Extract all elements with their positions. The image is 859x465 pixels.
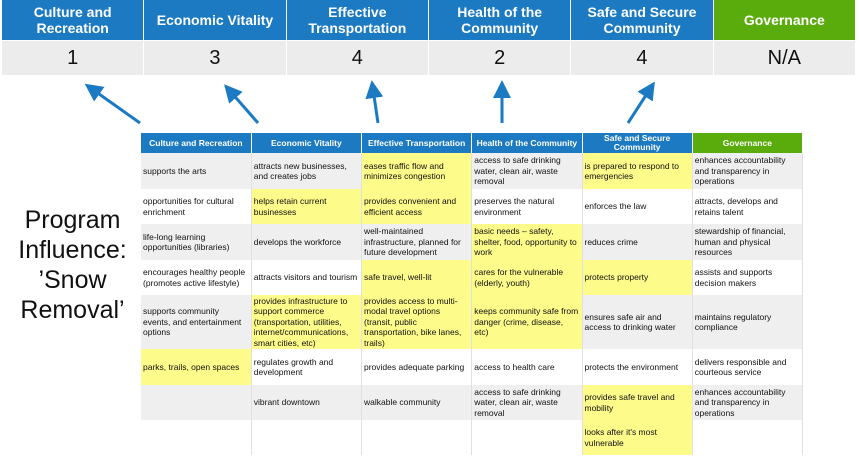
table-cell: parks, trails, open spaces [141,349,252,385]
arrows [84,80,655,125]
table-cell: supports community events, and entertain… [141,295,252,349]
table-cell: reduces crime [582,224,693,260]
table-header: Culture and Recreation [141,133,252,153]
arrow-safe-icon [626,81,655,124]
table-cell: supports the arts [141,153,252,189]
table-cell: develops the workforce [251,224,363,260]
arrow-culture-icon [84,83,141,125]
label-line: ’Snow [38,266,107,294]
summary-value: 4 [571,40,714,75]
summary-scores: Culture and Recreation Economic Vitality E… [2,0,856,75]
table-row: looks after it's most vulnerable [141,420,804,455]
table-cell: ensures safe air and access to drinking … [582,295,693,349]
table-cell: preserves the natural environment [471,189,583,224]
table-cell: attracts new businesses, and creates job… [251,153,363,189]
summary-header: Culture and Recreation [2,0,145,40]
table-cell: provides access to multi-modal travel op… [361,295,473,349]
table-row: opportunities for cultural enrichment hel… [141,189,804,224]
table-header: Governance [692,133,804,153]
table-row: vibrant downtown walkable community access… [141,385,804,420]
summary-value: 3 [144,40,287,75]
table-cell: basic needs – safety, shelter, food, opp… [471,224,583,260]
table-header: Safe and Secure Community [582,133,693,153]
table-cell: safe travel, well-lit [361,260,473,295]
table-cell: walkable community [361,385,473,420]
table-cell: is prepared to respond to emergencies [582,153,693,189]
summary-header: Health of the Community [428,0,572,40]
arrow-transport-icon [365,80,384,124]
table-cell: provides convenient and efficient access [361,189,473,224]
table-cell: eases traffic flow and minimizes congest… [361,153,473,189]
table-header: Economic Vitality [251,133,363,153]
table-cell: encourages healthy people (promotes acti… [141,260,252,295]
table-cell: well-maintained infrastructure, planned … [361,224,473,260]
table-cell: cares for the vulnerable (elderly, youth… [471,260,583,295]
table-cell [141,420,252,455]
table-cell: regulates growth and development [251,349,363,385]
table-cell: looks after it's most vulnerable [582,420,693,455]
table-header: Health of the Community [471,133,583,153]
table-row: parks, trails, open spaces regulates grow… [141,349,804,385]
table-cell: access to safe drinking water, clean air… [471,385,583,420]
table-cell: stewardship of financial, human and phys… [692,224,804,260]
summary-header: Effective Transportation [286,0,429,40]
table-cell: enhances accountability and transparency… [692,153,804,189]
table-cell: opportunities for cultural enrichment [141,189,252,224]
table-cell [141,385,252,420]
table-row: life-long learning opportunities (librar… [141,224,804,260]
table-cell: enhances accountability and transparency… [692,385,804,420]
table-cell: provides adequate parking [361,349,473,385]
table-cell: protects the environment [582,349,693,385]
table-cell: keeps community safe from danger (crime,… [471,295,583,349]
summary-value: 1 [2,40,145,75]
table-cell: delivers responsible and courteous servi… [692,349,804,385]
label-line: Removal’ [20,296,125,324]
table-cell [251,420,363,455]
table-cell: protects property [582,260,693,295]
label-line: Program [24,206,121,234]
summary-value: N/A [713,40,856,75]
summary-value: 4 [286,40,429,75]
table-cell: attracts, develops and retains talent [692,189,804,224]
table-row: supports the arts attracts new businesses… [141,153,804,189]
table-row: supports community events, and entertain… [141,295,804,349]
table-cell: attracts visitors and tourism [251,260,363,295]
table-cell [692,420,804,455]
table-row: encourages healthy people (promotes acti… [141,260,804,295]
table-cell: provides infrastructure to support comme… [251,295,363,349]
program-influence-label: Program Influence: ’Snow Removal’ [0,205,145,325]
summary-header: Safe and Secure Community [571,0,714,40]
table-cell: maintains regulatory compliance [692,295,804,349]
influence-table: Culture and Recreation Economic Vitality E… [141,133,804,455]
table-cell: helps retain current businesses [251,189,363,224]
table-cell [471,420,583,455]
table-cell [361,420,473,455]
table-cell: access to health care [471,349,583,385]
arrow-economic-icon [224,84,260,124]
table-cell: vibrant downtown [251,385,363,420]
table-cell: provides safe travel and mobility [582,385,693,420]
table-cell: assists and supports decision makers [692,260,804,295]
table-cell: life-long learning opportunities (librar… [141,224,252,260]
summary-value: 2 [428,40,572,75]
label-line: Influence: [18,236,127,264]
summary-header: Economic Vitality [144,0,287,40]
table-cell: access to safe drinking water, clean air… [471,153,583,189]
table-header: Effective Transportation [361,133,473,153]
table-cell: enforces the law [582,189,693,224]
summary-header: Governance [713,0,856,40]
